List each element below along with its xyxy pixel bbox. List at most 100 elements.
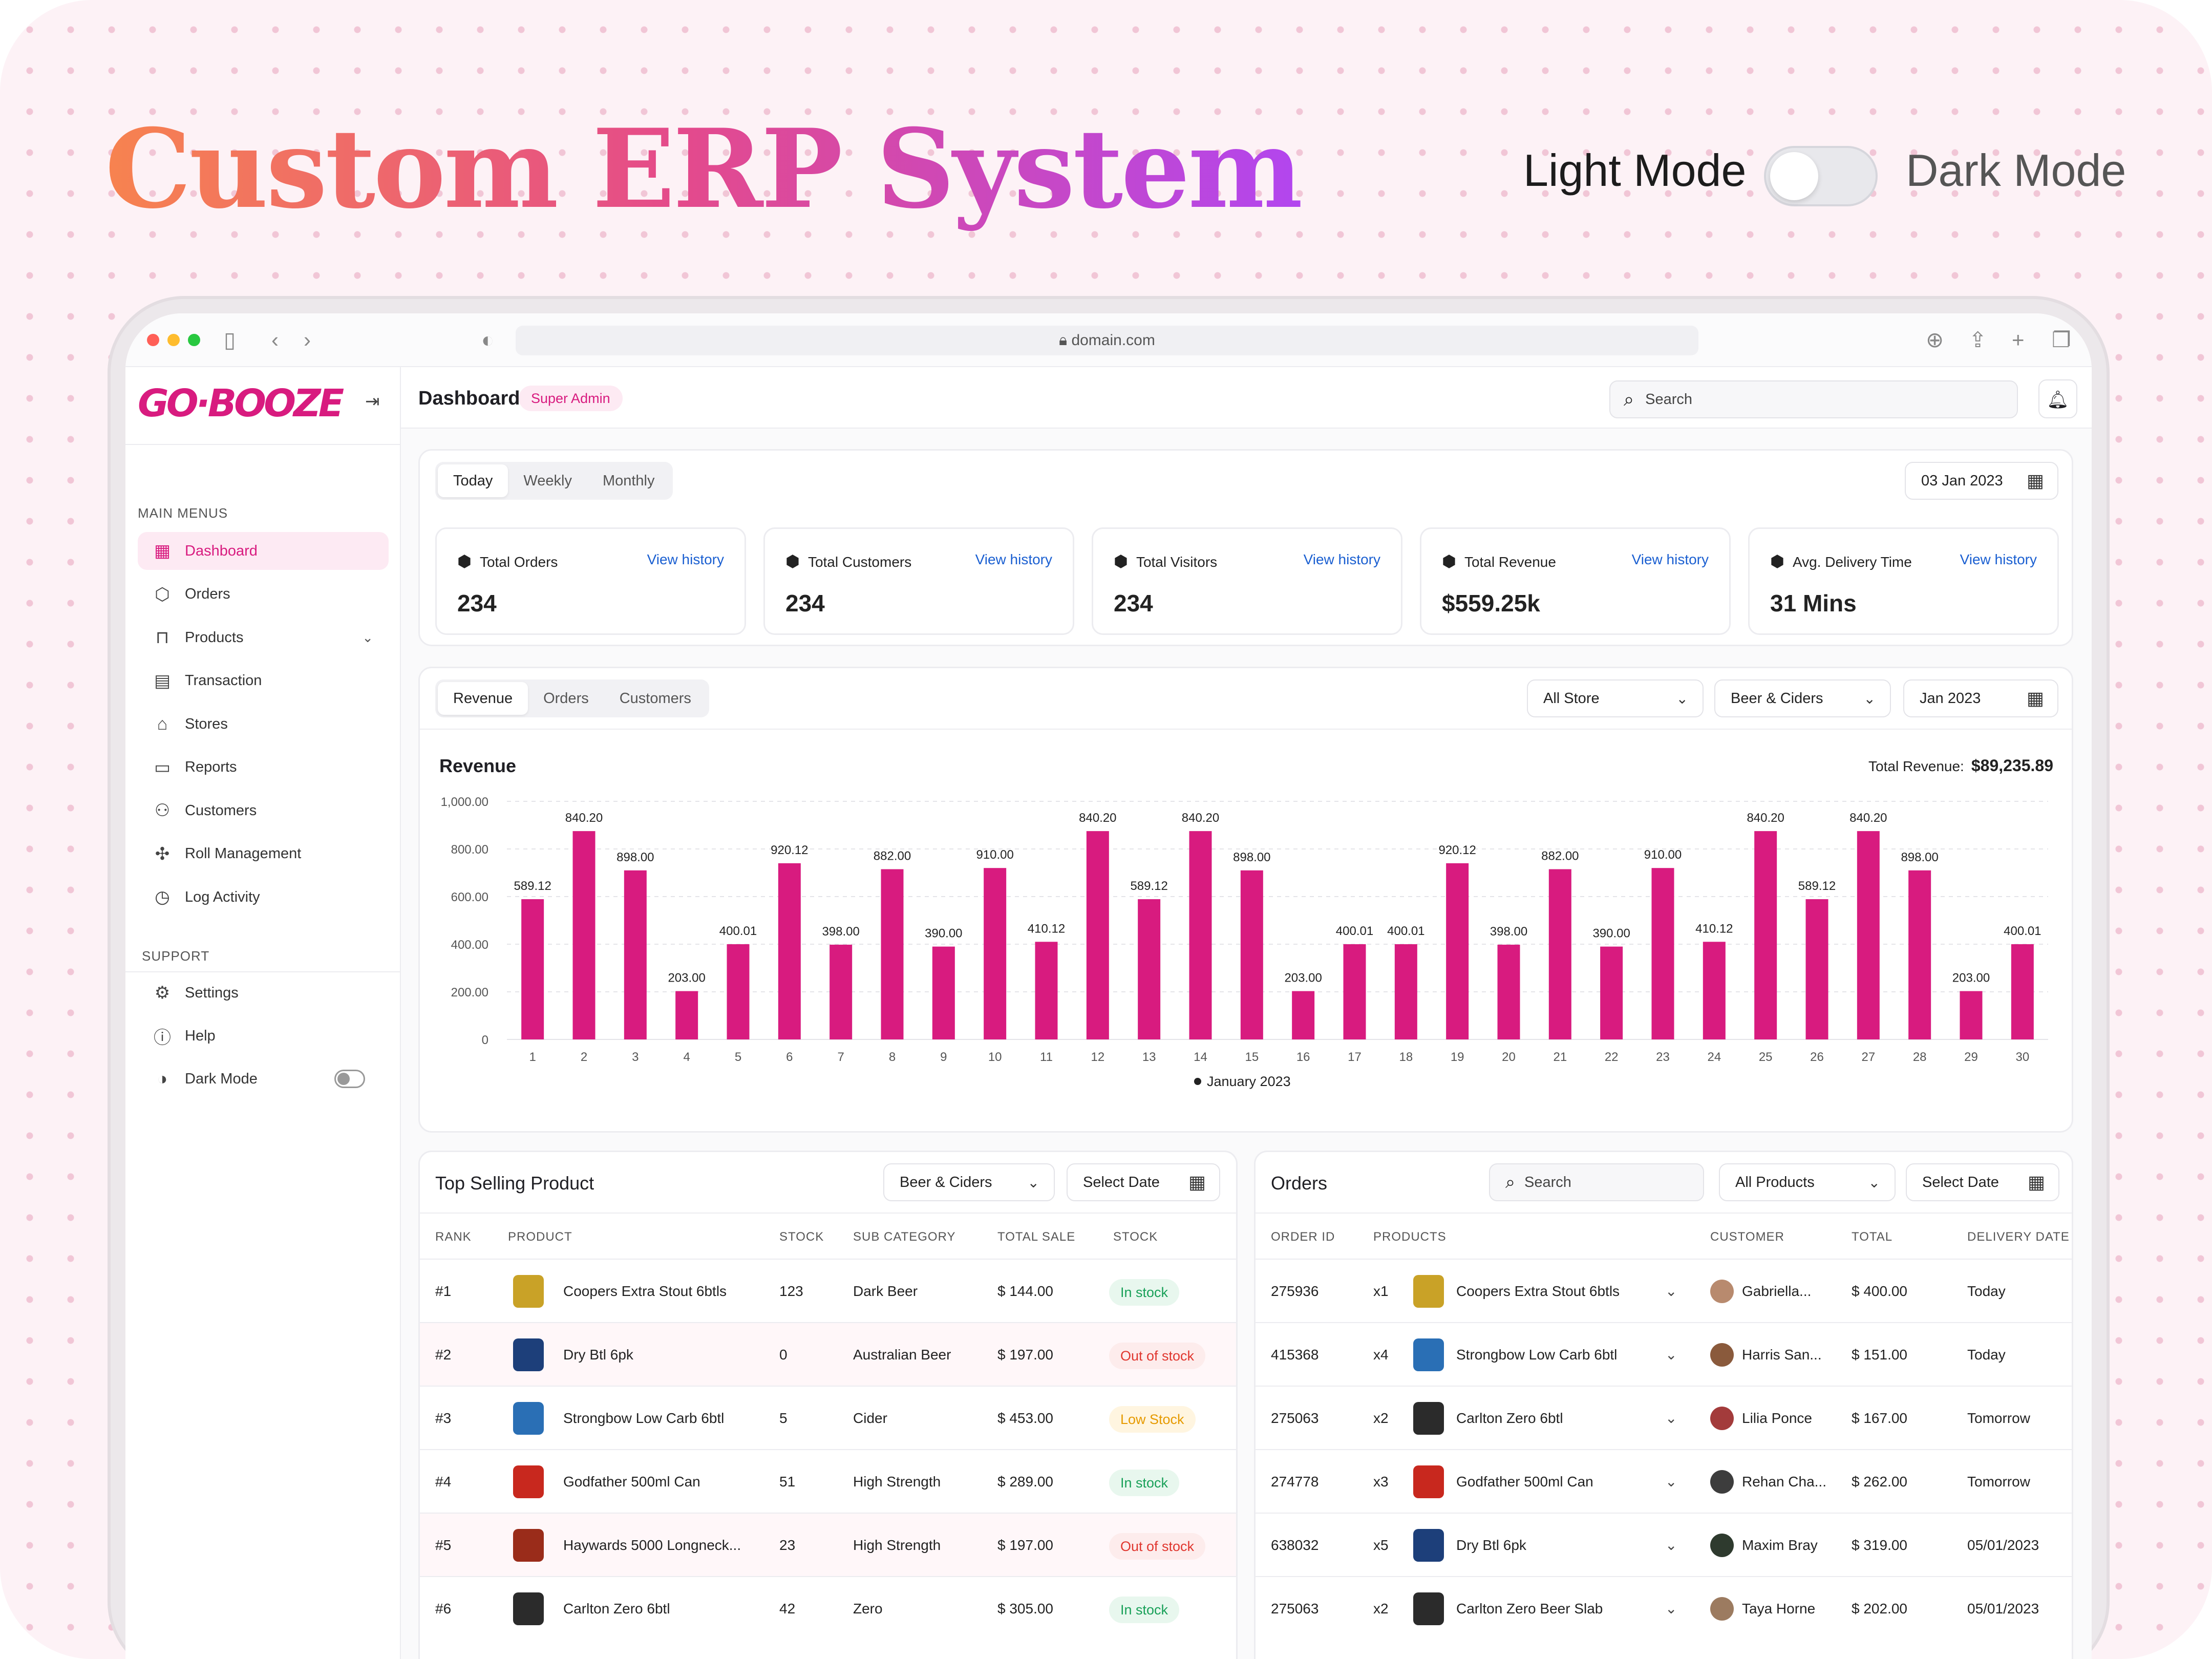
close-dot-icon[interactable] <box>147 334 159 346</box>
sidebar-item-customers[interactable]: ⚇ Customers <box>138 792 389 830</box>
theme-toggle[interactable] <box>1764 146 1878 206</box>
product-name[interactable]: Dry Btl 6pk <box>563 1347 633 1363</box>
tab-revenue[interactable]: Revenue <box>438 682 528 715</box>
top-selling-date-filter[interactable]: Select Date ▦ <box>1067 1163 1220 1201</box>
view-history-link[interactable]: View history <box>975 551 1052 567</box>
product-name[interactable]: Carlton Zero 6btl <box>1456 1410 1563 1426</box>
category-filter[interactable]: Beer & Ciders ⌄ <box>1714 679 1891 717</box>
orders-date-filter[interactable]: Select Date ▦ <box>1906 1163 2059 1201</box>
bar-day-20[interactable] <box>1497 944 1520 1039</box>
bar-day-25[interactable] <box>1754 831 1777 1039</box>
shield-icon[interactable]: ◐ <box>481 328 495 352</box>
bar-day-21[interactable] <box>1548 869 1571 1039</box>
bar-day-10[interactable] <box>984 868 1007 1039</box>
sidebar-item-orders[interactable]: ⬡ Orders <box>138 576 389 613</box>
chevron-down-icon[interactable]: ⌄ <box>362 629 373 645</box>
table-row[interactable]: #4 Godfather 500ml Can 51 High Strength $ 28… <box>420 1449 1236 1513</box>
tab-monthly[interactable]: Monthly <box>602 472 655 489</box>
bar-day-19[interactable] <box>1446 863 1469 1039</box>
orders-product-filter[interactable]: All Products ⌄ <box>1719 1163 1896 1201</box>
sidebar-item-roll-management[interactable]: ✣ Roll Management <box>138 835 389 873</box>
forward-icon[interactable]: › <box>304 328 311 352</box>
product-name[interactable]: Dry Btl 6pk <box>1456 1537 1526 1553</box>
back-icon[interactable]: ‹ <box>271 328 279 352</box>
table-row[interactable]: 274778 x3 Godfather 500ml Can ⌄ Rehan Cha...… <box>1256 1449 2072 1513</box>
table-row[interactable]: #5 Haywards 5000 Longneck... 23 High Streng… <box>420 1513 1236 1576</box>
view-history-link[interactable]: View history <box>1303 551 1380 567</box>
table-row[interactable]: 638032 x5 Dry Btl 6pk ⌄ Maxim Bray $ 319.00 05… <box>1256 1513 2072 1576</box>
table-row[interactable]: #6 Carlton Zero 6btl 42 Zero $ 305.00 In stoc… <box>420 1576 1236 1640</box>
sidebar-item-transaction[interactable]: ▤ Transaction <box>138 662 389 700</box>
table-row[interactable]: #3 Strongbow Low Carb 6btl 5 Cider $ 453.00 L… <box>420 1386 1236 1449</box>
bar-day-1[interactable] <box>521 899 544 1039</box>
bar-day-23[interactable] <box>1651 868 1674 1039</box>
brand-logo[interactable]: GO·BOOZE <box>138 381 344 426</box>
dark-mode-toggle[interactable] <box>334 1070 365 1088</box>
orders-search[interactable]: ⌕ Search <box>1489 1163 1704 1201</box>
table-row[interactable]: 275936 x1 Coopers Extra Stout 6btls ⌄ Gabrie… <box>1256 1259 2072 1322</box>
chevron-down-icon[interactable]: ⌄ <box>1665 1347 1677 1363</box>
customer-name[interactable]: Rehan Cha... <box>1742 1474 1826 1490</box>
new-tab-icon[interactable]: + <box>2012 328 2025 352</box>
share-icon[interactable]: ⇪ <box>1969 328 1987 352</box>
view-history-link[interactable]: View history <box>1631 551 1709 567</box>
bar-day-9[interactable] <box>932 946 955 1039</box>
table-row[interactable]: #1 Coopers Extra Stout 6btls 123 Dark Beer $… <box>420 1259 1236 1322</box>
month-filter[interactable]: Jan 2023 ▦ <box>1903 679 2058 717</box>
bar-day-26[interactable] <box>1805 899 1828 1039</box>
minimize-dot-icon[interactable] <box>167 334 180 346</box>
bar-day-29[interactable] <box>1960 991 1983 1039</box>
sidebar-toggle-icon[interactable]: ▯ <box>224 328 236 352</box>
tab-customers[interactable]: Customers <box>619 690 691 707</box>
bar-day-5[interactable] <box>727 944 750 1039</box>
support-item-settings[interactable]: ⚙ Settings <box>138 974 389 1012</box>
chevron-down-icon[interactable]: ⌄ <box>1665 1474 1677 1490</box>
tabs-overview-icon[interactable]: ❐ <box>2052 328 2071 352</box>
address-bar[interactable]: 🔒︎ domain.com <box>516 326 1698 355</box>
customer-name[interactable]: Taya Horne <box>1742 1601 1816 1617</box>
table-row[interactable]: 275063 x2 Carlton Zero Beer Slab ⌄ Taya Horn… <box>1256 1576 2072 1640</box>
product-name[interactable]: Strongbow Low Carb 6btl <box>1456 1347 1618 1363</box>
customer-name[interactable]: Maxim Bray <box>1742 1537 1818 1553</box>
bar-day-7[interactable] <box>830 944 853 1039</box>
maximize-dot-icon[interactable] <box>188 334 200 346</box>
sidebar-item-dashboard[interactable]: ▦ Dashboard <box>138 532 389 570</box>
date-picker[interactable]: 03 Jan 2023 ▦ <box>1905 462 2058 500</box>
product-name[interactable]: Godfather 500ml Can <box>1456 1474 1593 1490</box>
sidebar-item-stores[interactable]: ⌂ Stores <box>138 705 389 743</box>
table-row[interactable]: 415368 x4 Strongbow Low Carb 6btl ⌄ Harris S… <box>1256 1322 2072 1386</box>
bar-day-8[interactable] <box>881 869 904 1039</box>
view-history-link[interactable]: View history <box>647 551 724 567</box>
product-name[interactable]: Godfather 500ml Can <box>563 1474 700 1490</box>
support-item-dark-mode[interactable]: ◑ Dark Mode <box>138 1060 389 1098</box>
bar-day-12[interactable] <box>1086 831 1109 1039</box>
bar-day-24[interactable] <box>1703 942 1726 1039</box>
chevron-down-icon[interactable]: ⌄ <box>1665 1537 1677 1553</box>
view-history-link[interactable]: View history <box>1960 551 2037 567</box>
bar-day-30[interactable] <box>2011 944 2034 1039</box>
bar-day-22[interactable] <box>1600 946 1623 1039</box>
sidebar-item-products[interactable]: ⊓ Products ⌄ <box>138 619 389 656</box>
chevron-down-icon[interactable]: ⌄ <box>1665 1283 1677 1299</box>
tab-weekly[interactable]: Weekly <box>523 472 572 489</box>
customer-name[interactable]: Lilia Ponce <box>1742 1410 1812 1426</box>
table-row[interactable]: #2 Dry Btl 6pk 0 Australian Beer $ 197.00 Out… <box>420 1322 1236 1386</box>
chevron-down-icon[interactable]: ⌄ <box>1665 1410 1677 1426</box>
bar-day-28[interactable] <box>1908 870 1931 1039</box>
product-name[interactable]: Strongbow Low Carb 6btl <box>563 1410 725 1426</box>
bar-day-14[interactable] <box>1189 831 1212 1039</box>
bar-day-3[interactable] <box>624 870 647 1039</box>
bar-day-17[interactable] <box>1343 944 1366 1039</box>
product-name[interactable]: Coopers Extra Stout 6btls <box>563 1283 727 1299</box>
global-search[interactable]: ⌕ Search <box>1609 380 2018 418</box>
bar-day-27[interactable] <box>1857 831 1880 1039</box>
bar-day-6[interactable] <box>778 863 801 1039</box>
table-row[interactable]: 275063 x2 Carlton Zero 6btl ⌄ Lilia Ponce $ 1… <box>1256 1386 2072 1449</box>
bar-day-18[interactable] <box>1394 944 1417 1039</box>
product-name[interactable]: Carlton Zero 6btl <box>563 1601 670 1617</box>
store-filter[interactable]: All Store ⌄ <box>1527 679 1704 717</box>
download-icon[interactable]: ⊕ <box>1926 328 1944 352</box>
bar-day-4[interactable] <box>675 991 698 1039</box>
customer-name[interactable]: Harris San... <box>1742 1347 1822 1363</box>
notification-bell-icon[interactable]: 🔔︎ <box>2038 379 2077 418</box>
